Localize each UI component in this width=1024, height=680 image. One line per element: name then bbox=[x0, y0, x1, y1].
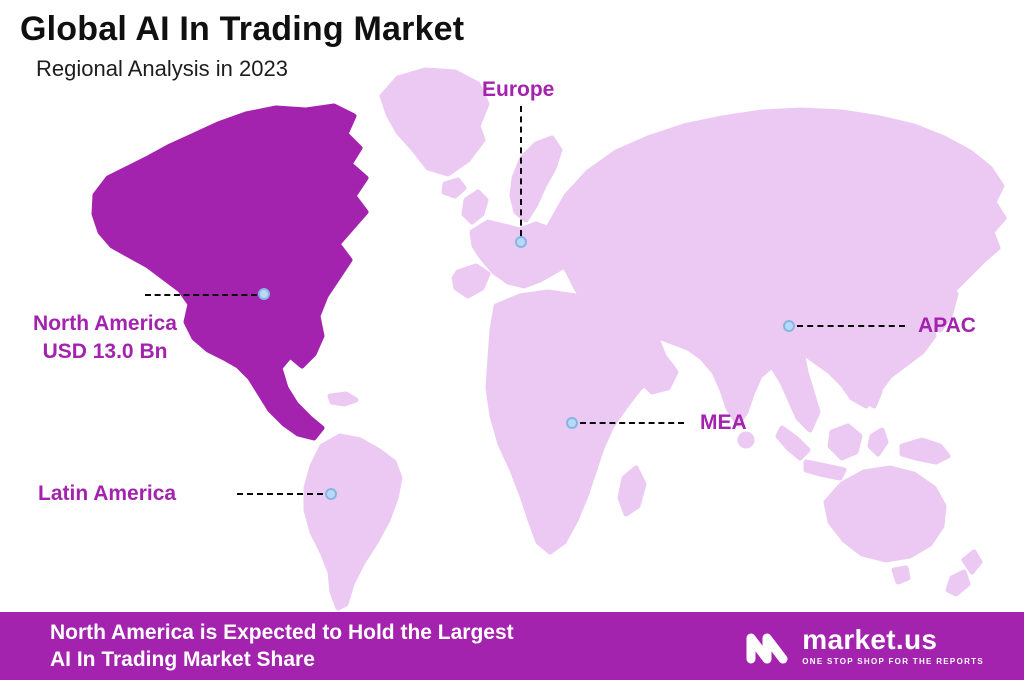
europe-marker bbox=[515, 236, 527, 248]
apac-marker bbox=[783, 320, 795, 332]
asia-region bbox=[545, 107, 1007, 433]
europe-uk-region bbox=[461, 189, 489, 225]
marketus-logo-icon bbox=[746, 633, 788, 664]
region-label-europe: Europe bbox=[482, 78, 555, 101]
sulawesi-region bbox=[867, 427, 889, 457]
mea-marker bbox=[566, 417, 578, 429]
new-guinea-region bbox=[899, 437, 951, 465]
europe-callout-line bbox=[520, 106, 522, 236]
australia-region bbox=[823, 465, 947, 563]
apac-callout-line bbox=[797, 325, 905, 327]
iceland-region bbox=[441, 177, 467, 199]
region-label-north-america: North America bbox=[33, 312, 177, 335]
footer-note-line1: North America is Expected to Hold the La… bbox=[50, 621, 514, 644]
borneo-region bbox=[827, 423, 863, 461]
europe-iberia-region bbox=[451, 263, 491, 299]
sri-lanka-region bbox=[737, 431, 755, 449]
java-region bbox=[803, 459, 847, 481]
region-label-apac: APAC bbox=[918, 314, 976, 337]
brand-lockup: market.us ONE STOP SHOP FOR THE REPORTS bbox=[744, 624, 984, 668]
page-title: Global AI In Trading Market bbox=[20, 10, 465, 48]
region-value-north-america: USD 13.0 Bn bbox=[42, 340, 168, 363]
region-label-mea: MEA bbox=[700, 411, 747, 434]
north-america-marker bbox=[258, 288, 270, 300]
brand-name: market.us bbox=[802, 624, 938, 655]
greenland-region bbox=[379, 67, 490, 177]
header: Global AI In Trading Market Regional Ana… bbox=[20, 10, 464, 82]
brand-tagline: ONE STOP SHOP FOR THE REPORTS bbox=[802, 657, 984, 666]
latin-america-callout-line bbox=[237, 493, 323, 495]
tasmania-region bbox=[891, 565, 911, 585]
new-zealand-north-region bbox=[961, 549, 983, 575]
sumatra-region bbox=[775, 425, 811, 461]
madagascar-region bbox=[617, 465, 647, 517]
mea-callout-line bbox=[580, 422, 684, 424]
page-subtitle: Regional Analysis in 2023 bbox=[36, 56, 288, 81]
footer-bar: North America is Expected to Hold the La… bbox=[0, 612, 1024, 680]
region-block-north-america: North America USD 13.0 Bn bbox=[5, 310, 205, 366]
south-america-region bbox=[303, 433, 403, 611]
footer-note: North America is Expected to Hold the La… bbox=[50, 619, 514, 673]
caribbean-region bbox=[327, 391, 359, 407]
philippines-region bbox=[863, 377, 883, 409]
new-zealand-south-region bbox=[945, 569, 971, 597]
europe-scandinavia-region bbox=[509, 135, 563, 223]
japan-region bbox=[929, 281, 959, 333]
footer-note-line2: AI In Trading Market Share bbox=[50, 648, 315, 671]
brand-text: market.us ONE STOP SHOP FOR THE REPORTS bbox=[802, 624, 984, 667]
region-label-latin-america: Latin America bbox=[38, 482, 177, 505]
north-america-callout-line bbox=[145, 294, 257, 296]
latin-america-marker bbox=[325, 488, 337, 500]
north-america-region bbox=[91, 103, 369, 441]
